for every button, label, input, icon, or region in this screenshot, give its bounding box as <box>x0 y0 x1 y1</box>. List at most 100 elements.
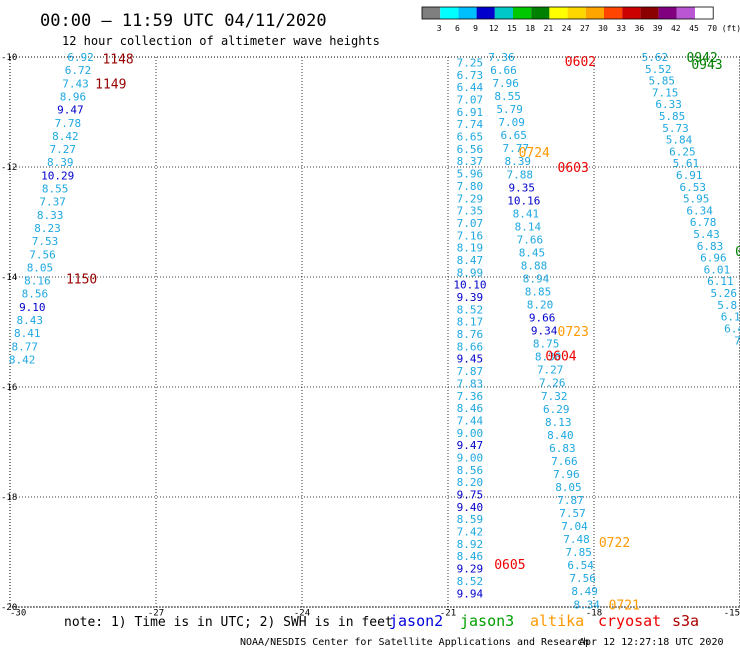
time-labels: 1148 1149 1150 0602 0603 0604 0605 0724 0723 0722… <box>66 51 740 613</box>
colorbar-swatch <box>513 7 532 19</box>
x-tick-label: -18 <box>586 609 602 619</box>
swh-value: 7.42 <box>457 526 484 539</box>
y-tick-label: -16 <box>1 383 17 393</box>
colorbar-swatch <box>640 7 659 19</box>
swh-value: 5.73 <box>662 122 689 135</box>
colorbar-swatch <box>622 7 641 19</box>
swh-value: 8.77 <box>11 340 38 353</box>
colorbar-label: 39 <box>653 24 663 33</box>
colorbar-swatch <box>476 7 495 19</box>
swh-value: 6.54 <box>567 559 594 572</box>
swh-value: 9.39 <box>457 291 484 304</box>
y-tick-label: -18 <box>1 493 17 503</box>
swh-value: 8.52 <box>457 303 484 316</box>
swh-value: 8.55 <box>42 183 69 196</box>
swh-value: 6.83 <box>549 442 576 455</box>
swh-value: 8.52 <box>457 575 484 588</box>
swh-value: 5.52 <box>645 63 672 76</box>
swh-value: 7.27 <box>537 364 564 377</box>
swh-value: 7.29 <box>457 192 484 205</box>
swh-value: 6.73 <box>457 69 484 82</box>
swh-value: 6.53 <box>680 181 707 194</box>
swh-value: 6.29 <box>543 403 570 416</box>
note-text: note: 1) Time is in UTC; 2) SWH is in fe… <box>64 615 393 630</box>
swh-value: 7.25 <box>457 57 484 70</box>
swh-value: 5.61 <box>673 157 700 170</box>
swh-value: 8.66 <box>457 340 484 353</box>
swh-value: 6.96 <box>700 252 727 265</box>
swh-value: 6.4 <box>724 322 740 335</box>
swh-value: 5.85 <box>659 110 686 123</box>
swh-value: 8.20 <box>527 299 554 312</box>
swh-value: 6.92 <box>67 51 94 64</box>
swh-value: 8.42 <box>52 130 79 143</box>
chart-subtitle: 12 hour collection of altimeter wave hei… <box>62 34 380 48</box>
colorbar-swatch <box>422 7 441 19</box>
swh-value: 8.56 <box>457 464 484 477</box>
swh-value: 10.16 <box>507 194 540 207</box>
swh-value: 8.17 <box>457 316 484 329</box>
swh-value: 7.09 <box>498 116 525 129</box>
swh-value: 8.40 <box>547 429 574 442</box>
time-label: 0603 <box>558 161 589 176</box>
y-tick-label: -12 <box>1 163 17 173</box>
swh-value: 6.72 <box>65 64 92 77</box>
colorbar: 3 6 9 12 15 18 21 24 27 30 33 36 39 42 45 70 (ft) <box>421 6 740 33</box>
swh-value: 8.19 <box>457 242 484 255</box>
swh-value: 7.27 <box>50 143 77 156</box>
swh-value: 8.85 <box>525 286 552 299</box>
swh-value: 9.00 <box>457 451 484 464</box>
swh-value: 7.78 <box>55 117 82 130</box>
grid <box>9 56 740 608</box>
swh-value: 7.83 <box>457 377 484 390</box>
swh-value: 7.04 <box>561 520 588 533</box>
mission-cryosat: cryosat <box>598 612 661 630</box>
tick-labels: -30 -27 -24 -21 -18 -15 -10 -12 -14 -16 -18 -20 <box>1 53 740 619</box>
colorbar-swatch <box>494 7 513 19</box>
y-tick-label: -20 <box>1 603 17 613</box>
swh-value: 8.14 <box>515 220 542 233</box>
swh-value: 7.44 <box>457 414 484 427</box>
time-label: 0721 <box>609 598 640 613</box>
swh-value: 8.45 <box>519 246 546 259</box>
credit-text: NOAA/NESDIS Center for Satellite Applica… <box>240 637 589 648</box>
swh-value: 7.56 <box>569 572 596 585</box>
swh-value: 8.96 <box>60 90 87 103</box>
colorbar-label: 6 <box>455 24 460 33</box>
colorbar-label: (ft) <box>722 24 740 33</box>
swh-value: 5.96 <box>457 168 484 181</box>
swh-value: 5.8 <box>717 299 737 312</box>
swh-value: 5.62 <box>642 51 669 64</box>
swh-value: 9.40 <box>457 501 484 514</box>
swh-value: 8.23 <box>34 222 61 235</box>
x-tick-label: -24 <box>294 609 310 619</box>
colorbar-swatch <box>549 7 568 19</box>
time-label: 0602 <box>565 55 596 70</box>
swh-value: 7.96 <box>553 468 580 481</box>
swh-value: 7.37 <box>39 196 66 209</box>
swh-value: 7.66 <box>551 455 578 468</box>
chart-title: 00:00 – 11:59 UTC 04/11/2020 <box>40 11 327 31</box>
colorbar-label: 3 <box>437 24 442 33</box>
swh-value: 9.29 <box>457 563 484 576</box>
swh-value: 8.05 <box>27 261 54 274</box>
colorbar-swatch <box>531 7 550 19</box>
swh-value: 9.66 <box>529 312 556 325</box>
colorbar-swatch <box>676 7 695 19</box>
colorbar-label: 24 <box>562 24 572 33</box>
swh-value: 7.32 <box>541 390 568 403</box>
swh-value: 7.87 <box>457 365 484 378</box>
colorbar-swatch <box>695 7 714 19</box>
swh-value: 9.47 <box>57 104 84 117</box>
swh-value: 8.41 <box>513 207 540 220</box>
mission-jason3: jason3 <box>460 612 514 630</box>
swh-value: 8.46 <box>457 402 484 415</box>
swh-value: 8.34 <box>573 598 600 611</box>
swh-value: 7.48 <box>563 533 590 546</box>
colorbar-swatch <box>458 7 477 19</box>
mission-altika: altika <box>530 612 584 630</box>
swh-value: 7.80 <box>457 180 484 193</box>
swh-value: 7.07 <box>457 217 484 230</box>
swh-value: 7.15 <box>652 86 679 99</box>
